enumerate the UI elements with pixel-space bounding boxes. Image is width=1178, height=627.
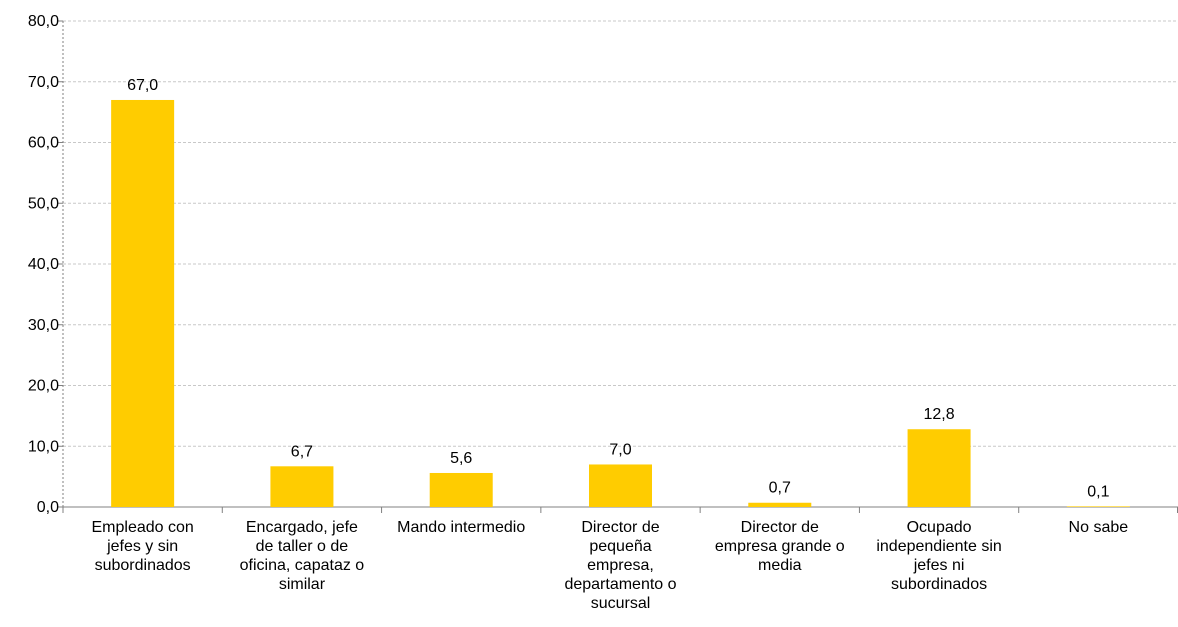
category-label-line: oficina, capataz o	[240, 557, 365, 574]
y-tick-label: 80,0	[28, 13, 59, 30]
y-tick-label: 50,0	[28, 195, 59, 212]
category-label-line: de taller o de	[256, 538, 349, 555]
axes	[58, 20, 1178, 513]
category-label-line: empresa,	[587, 557, 654, 574]
bar	[111, 99, 175, 507]
category-label-line: similar	[279, 576, 326, 593]
bar	[270, 466, 334, 507]
category-label: Director de empresa grande o media	[715, 519, 845, 574]
data-label: 6,7	[291, 443, 313, 460]
bar	[907, 429, 971, 507]
data-label: 5,6	[450, 450, 472, 467]
bar	[748, 502, 812, 507]
category-label-line: Ocupado	[907, 519, 972, 536]
y-tick-label: 0,0	[37, 499, 59, 516]
data-label: 0,1	[1087, 483, 1109, 500]
category-label: Director de pequeña empresa, departamento o…	[564, 519, 676, 612]
category-label: Mando intermedio	[397, 519, 525, 536]
category-label-line: independiente sin	[876, 538, 1001, 555]
category-label-line: Director de	[581, 519, 659, 536]
bars	[111, 99, 1130, 507]
category-label-line: sucursal	[591, 595, 651, 612]
y-tick-label: 10,0	[28, 438, 59, 455]
y-tick-label: 60,0	[28, 135, 59, 152]
data-label: 12,8	[924, 406, 955, 423]
category-label-line: jefes ni	[913, 557, 965, 574]
data-label: 7,0	[609, 441, 631, 458]
category-label-line: jefes y sin	[106, 538, 178, 555]
gridlines	[63, 20, 1178, 447]
category-label: Encargado, jefe de taller o de oficina, ca…	[240, 519, 365, 593]
labels: 0,0 10,0 20,0 30,0 40,0 50,0 60,0 70,0 80,0 67,0 E…	[28, 13, 1128, 612]
category-label-line: Empleado con	[91, 519, 193, 536]
category-label-line: subordinados	[95, 557, 191, 574]
category-label-line: media	[758, 557, 802, 574]
category-label-line: Mando intermedio	[397, 519, 525, 536]
category-label-line: pequeña	[589, 538, 651, 555]
y-tick-label: 70,0	[28, 74, 59, 91]
category-label: No sabe	[1069, 519, 1129, 536]
y-tick-label: 30,0	[28, 317, 59, 334]
category-label: Empleado con jefes y sin subordinados	[91, 519, 193, 574]
bar	[429, 472, 493, 507]
category-label-line: subordinados	[891, 576, 987, 593]
category-label: Ocupado independiente sin jefes ni subordin…	[876, 519, 1001, 593]
bar	[1066, 506, 1130, 507]
category-label-line: Director de	[741, 519, 819, 536]
data-label: 0,7	[769, 480, 791, 497]
data-label: 67,0	[127, 77, 158, 94]
bar	[589, 464, 652, 507]
y-tick-label: 20,0	[28, 378, 59, 395]
category-label-line: No sabe	[1069, 519, 1129, 536]
category-label-line: departamento o	[564, 576, 676, 593]
category-label-line: Encargado, jefe	[246, 519, 358, 536]
category-label-line: empresa grande o	[715, 538, 845, 555]
y-tick-label: 40,0	[28, 256, 59, 273]
